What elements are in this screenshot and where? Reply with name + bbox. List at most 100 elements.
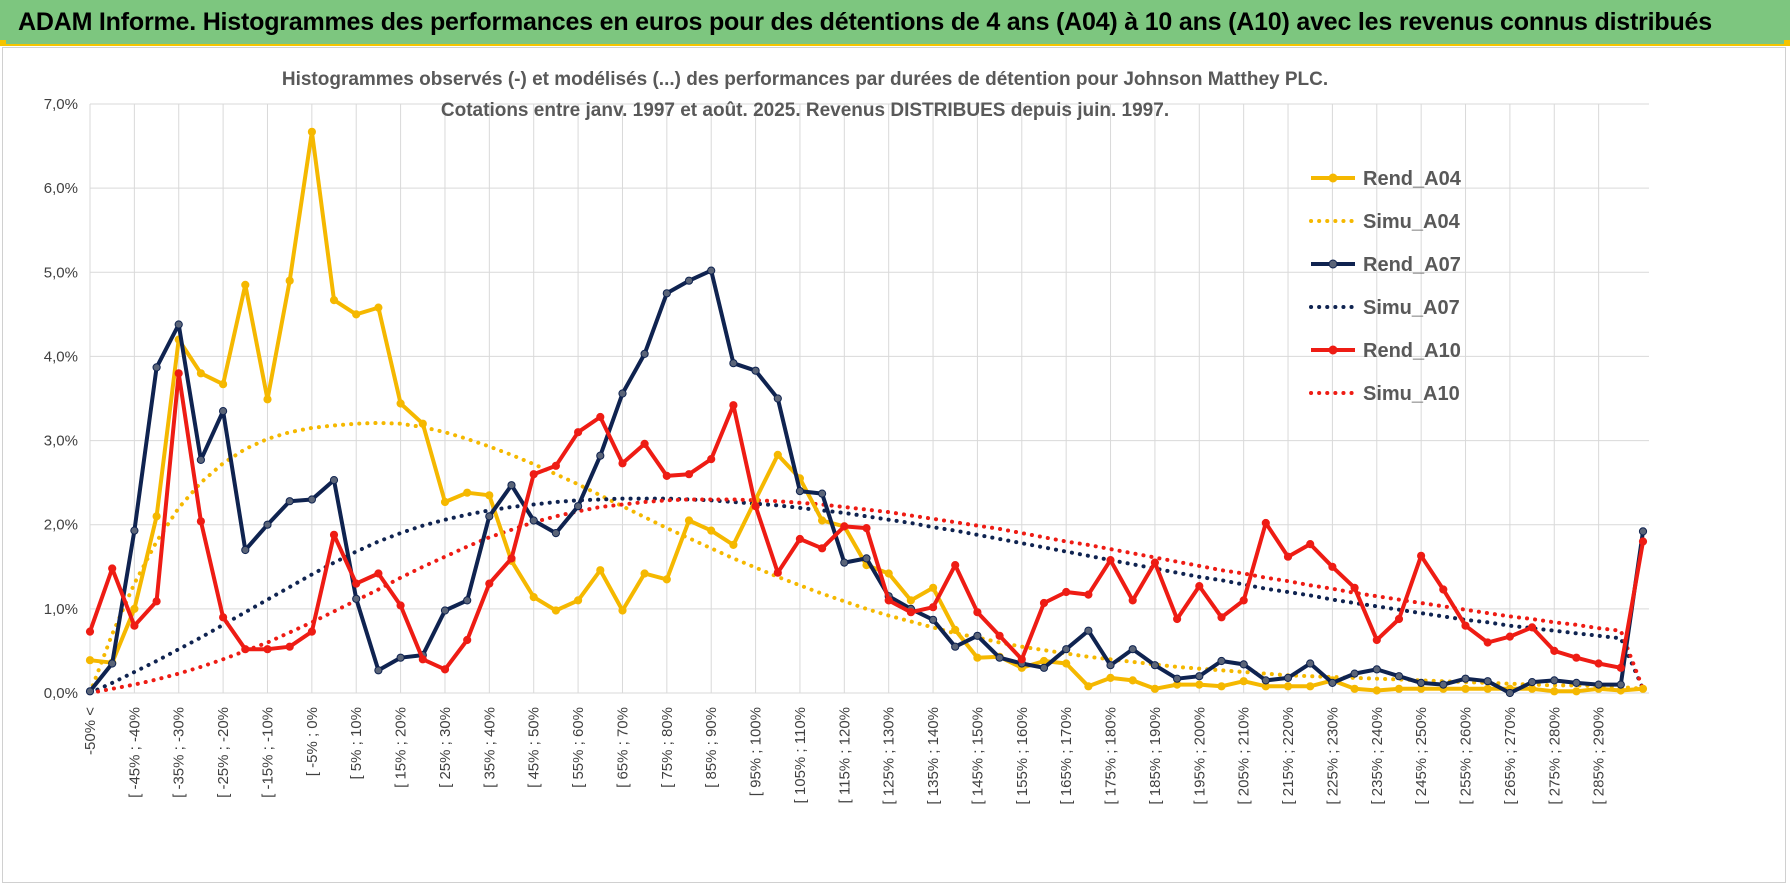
data-point-rend-a10 bbox=[1106, 555, 1115, 565]
data-point-rend-a10 bbox=[1017, 655, 1026, 664]
data-point-rend-a10 bbox=[329, 530, 339, 539]
data-point-rend-a10 bbox=[951, 561, 960, 570]
data-point-rend-a10 bbox=[1306, 540, 1315, 549]
data-point-rend-a10 bbox=[108, 564, 117, 573]
data-point-rend-a10 bbox=[906, 608, 916, 617]
data-point-rend-a10 bbox=[795, 534, 805, 544]
data-point-rend-a07 bbox=[1261, 676, 1270, 685]
banner-corner-left bbox=[0, 40, 6, 46]
data-point-rend-a10 bbox=[662, 471, 671, 480]
data-point-rend-a04 bbox=[1106, 673, 1115, 683]
x-tick-label: [ -35% ; -30% bbox=[171, 707, 188, 798]
y-tick-label: 7,0% bbox=[44, 96, 78, 113]
data-point-rend-a04 bbox=[1461, 684, 1470, 693]
legend-marker-rend-a04 bbox=[1328, 173, 1338, 183]
legend-label-rend-a04: Rend_A04 bbox=[1363, 168, 1462, 190]
data-point-rend-a04 bbox=[662, 575, 671, 584]
data-point-rend-a10 bbox=[396, 601, 405, 610]
data-point-rend-a10 bbox=[1572, 653, 1581, 662]
series-line-rend-a10 bbox=[88, 371, 1645, 672]
data-point-rend-a07 bbox=[396, 653, 405, 662]
data-point-rend-a04 bbox=[951, 625, 960, 635]
chart-title: Histogrammes observés (-) et modélisés (… bbox=[282, 69, 1328, 90]
data-point-rend-a07 bbox=[1039, 663, 1049, 672]
x-tick-label: [ 185% ; 190% bbox=[1147, 707, 1164, 805]
data-point-rend-a07 bbox=[1328, 678, 1337, 688]
data-point-rend-a04 bbox=[1372, 686, 1381, 695]
data-point-rend-a04 bbox=[241, 280, 250, 289]
data-point-rend-a07 bbox=[329, 476, 339, 485]
data-point-rend-a04 bbox=[1528, 684, 1537, 693]
x-tick-label: [ 25% ; 30% bbox=[437, 707, 454, 788]
x-tick-label: [ 15% ; 20% bbox=[393, 707, 410, 788]
data-point-rend-a04 bbox=[85, 656, 95, 665]
data-point-rend-a07 bbox=[1461, 674, 1470, 683]
data-point-rend-a07 bbox=[1239, 660, 1248, 669]
data-point-rend-a10 bbox=[1039, 598, 1049, 608]
data-point-rend-a04 bbox=[352, 310, 361, 319]
data-point-rend-a07 bbox=[1106, 661, 1115, 670]
x-tick-label: [ 265% ; 270% bbox=[1502, 707, 1519, 805]
data-point-rend-a10 bbox=[1195, 582, 1204, 591]
legend-label-simu-a04: Simu_A04 bbox=[1363, 211, 1461, 233]
data-point-rend-a10 bbox=[840, 522, 849, 531]
data-point-rend-a07 bbox=[729, 359, 738, 368]
data-point-rend-a07 bbox=[951, 642, 960, 651]
chart-svg: 0,0% 1,0% 2,0% 3,0% 4,0% 5,0% 6,0% 7,0% -50% < [ … bbox=[44, 69, 1649, 805]
data-point-rend-a04 bbox=[1062, 659, 1071, 668]
data-point-rend-a10 bbox=[1350, 583, 1359, 592]
data-point-rend-a10 bbox=[618, 459, 627, 468]
data-point-rend-a07 bbox=[596, 451, 605, 460]
x-tick-label: [ 285% ; 290% bbox=[1591, 707, 1608, 805]
data-point-rend-a04 bbox=[1483, 684, 1492, 693]
data-point-rend-a10 bbox=[485, 579, 494, 588]
data-point-rend-a07 bbox=[1217, 656, 1226, 666]
data-point-rend-a10 bbox=[352, 579, 361, 588]
data-point-rend-a07 bbox=[263, 520, 272, 529]
x-tick-label: [ 205% ; 210% bbox=[1236, 707, 1253, 805]
x-tick-label: [ 65% ; 70% bbox=[614, 707, 631, 788]
data-point-rend-a04 bbox=[219, 380, 228, 389]
data-point-rend-a07 bbox=[1638, 527, 1648, 536]
data-point-rend-a07 bbox=[196, 455, 205, 464]
legend-label-simu-a10: Simu_A10 bbox=[1363, 383, 1460, 405]
x-tick-label: [ 125% ; 130% bbox=[881, 707, 898, 805]
data-point-rend-a07 bbox=[1439, 680, 1448, 689]
data-point-rend-a10 bbox=[596, 412, 605, 422]
data-point-rend-a04 bbox=[618, 606, 627, 615]
x-tick-label: [ 95% ; 100% bbox=[748, 707, 765, 796]
data-point-rend-a10 bbox=[707, 455, 716, 464]
data-point-rend-a10 bbox=[1372, 635, 1381, 645]
legend-label-rend-a07: Rend_A07 bbox=[1363, 254, 1461, 276]
data-point-rend-a10 bbox=[263, 645, 272, 654]
legend-marker-rend-a07 bbox=[1328, 259, 1338, 269]
data-point-rend-a04 bbox=[1150, 684, 1160, 693]
data-point-rend-a10 bbox=[729, 401, 738, 410]
data-point-rend-a07 bbox=[1173, 674, 1182, 683]
data-point-rend-a10 bbox=[174, 369, 183, 378]
x-tick-label: [ 155% ; 160% bbox=[1014, 707, 1031, 805]
data-point-rend-a04 bbox=[684, 516, 694, 525]
data-point-rend-a10 bbox=[1528, 623, 1537, 632]
data-point-rend-a10 bbox=[929, 603, 938, 612]
data-point-rend-a07 bbox=[1372, 665, 1381, 674]
data-point-rend-a04 bbox=[1550, 687, 1559, 696]
data-point-rend-a07 bbox=[818, 489, 827, 498]
data-point-rend-a07 bbox=[108, 659, 117, 668]
data-point-rend-a07 bbox=[1306, 659, 1315, 668]
data-point-rend-a07 bbox=[1195, 672, 1204, 681]
data-point-rend-a10 bbox=[884, 596, 893, 605]
x-tick-label: [ 75% ; 80% bbox=[659, 707, 676, 788]
data-point-rend-a07 bbox=[1394, 672, 1404, 681]
legend-label-rend-a10: Rend_A10 bbox=[1363, 340, 1461, 362]
data-point-rend-a07 bbox=[707, 266, 716, 275]
report-banner: ADAM Informe. Histogrammes des performan… bbox=[0, 0, 1790, 46]
series-line-simu-a10 bbox=[88, 497, 1645, 695]
chart-subtitle: Cotations entre janv. 1997 et août. 2025… bbox=[441, 100, 1169, 121]
data-point-rend-a07 bbox=[440, 606, 450, 615]
data-point-rend-a10 bbox=[85, 627, 95, 636]
data-point-rend-a04 bbox=[152, 512, 161, 521]
data-point-rend-a10 bbox=[818, 544, 827, 553]
data-point-rend-a10 bbox=[130, 621, 139, 630]
data-point-rend-a10 bbox=[574, 428, 583, 437]
